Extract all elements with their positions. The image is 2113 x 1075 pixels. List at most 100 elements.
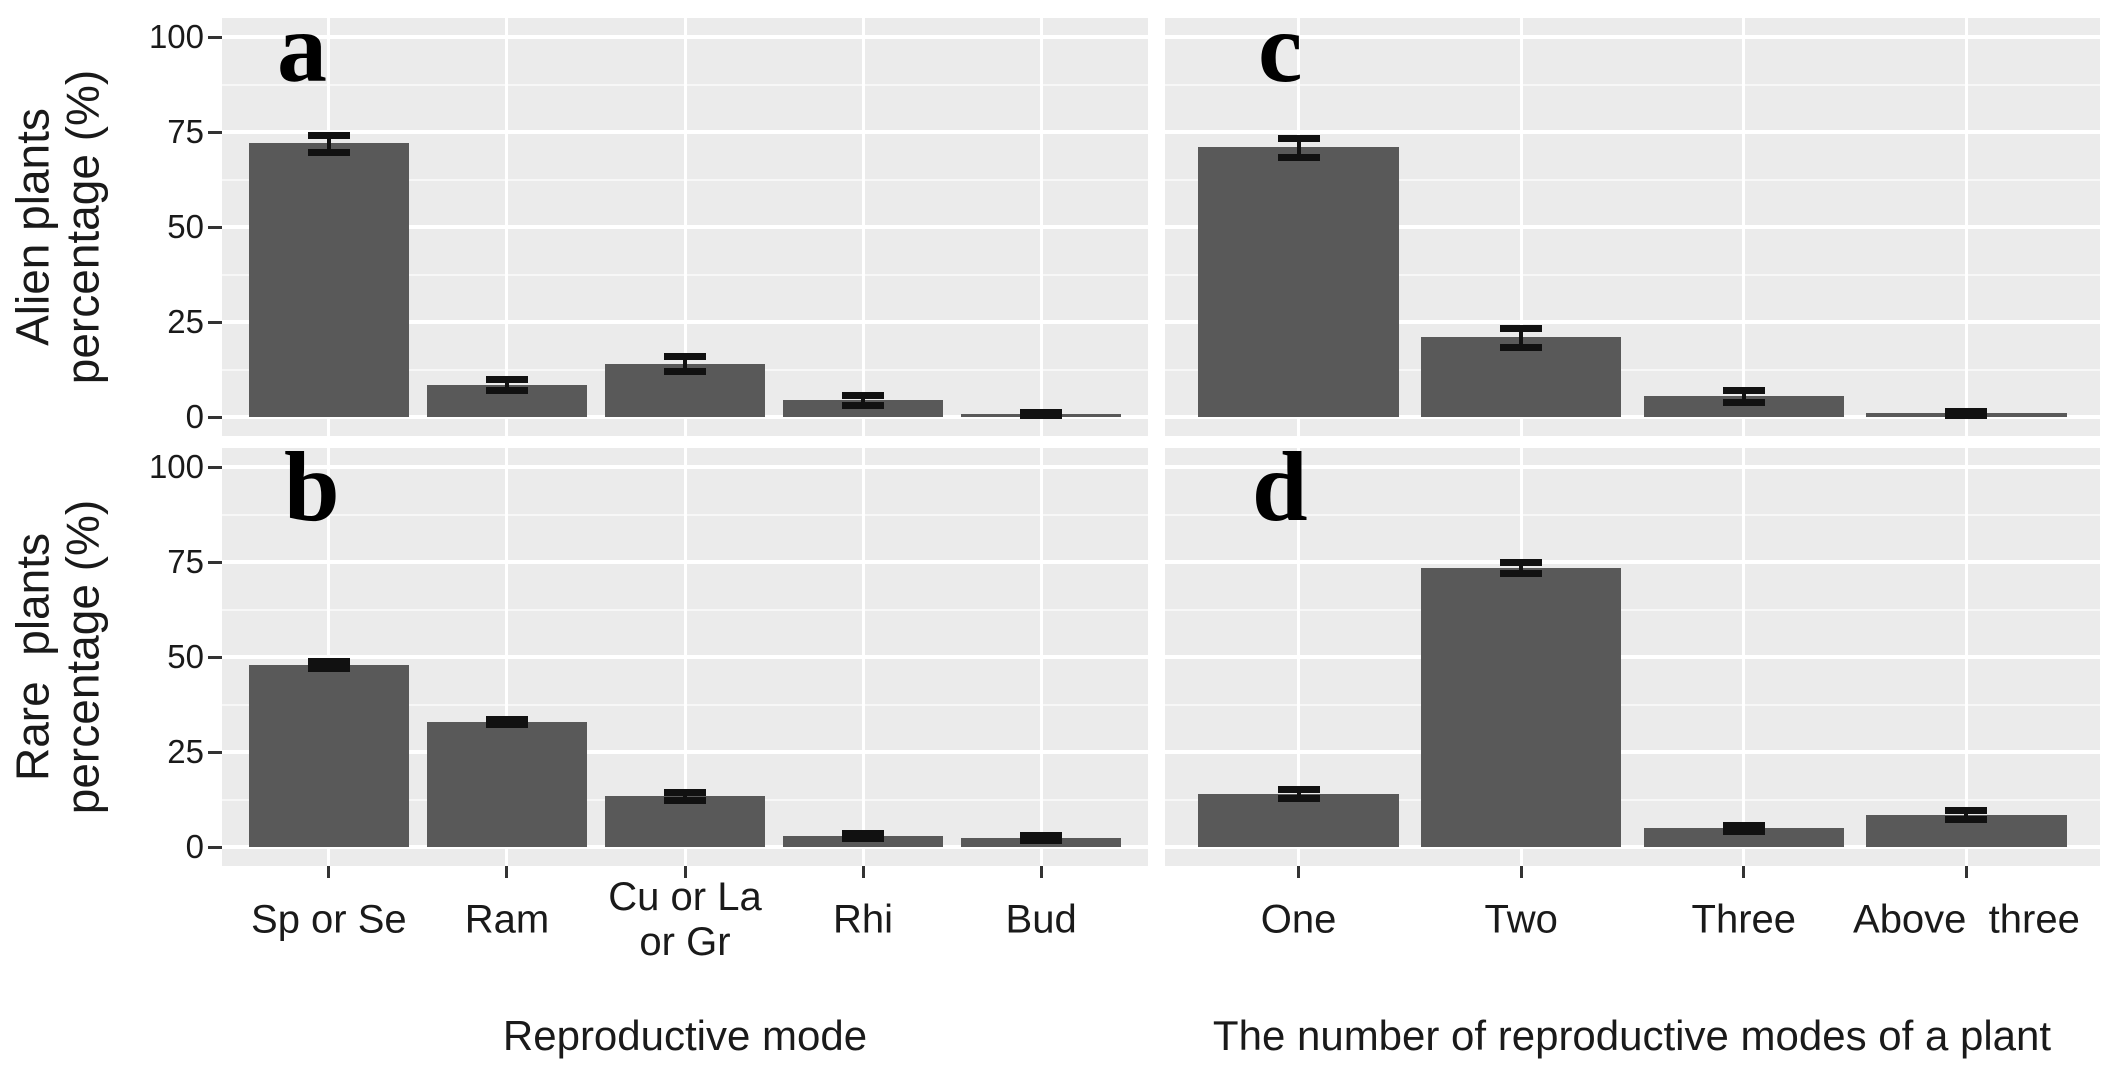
x-axis-tick [1039, 866, 1043, 878]
bar-c-3 [1643, 396, 1844, 417]
error-bar-stem [326, 135, 331, 152]
bar-b-3 [604, 795, 766, 847]
x-axis-tick [1297, 866, 1301, 878]
y-axis-title-rare-plants: Rare plants percentage (%) [6, 499, 108, 815]
y-axis-tick [208, 415, 222, 419]
error-bar-cap-bottom [1277, 795, 1320, 803]
gridline-vertical [1742, 448, 1746, 866]
error-bar-cap-bottom [1500, 343, 1543, 351]
gridline-minor [1165, 703, 2100, 706]
error-bar-cap-top [1945, 408, 1988, 416]
error-bar-cap-bottom [842, 834, 885, 842]
error-bar-cap-top [485, 376, 528, 383]
y-tick-label-50: 50 [167, 638, 204, 675]
error-bar-cap-top [664, 788, 706, 796]
gridline-minor [1165, 368, 2100, 371]
error-bar-stem [1519, 562, 1524, 574]
y-axis-tick [208, 560, 222, 564]
x-tick-label-rhi: Rhi [833, 897, 894, 942]
x-axis-title-number-of-modes: The number of reproductive modes of a pl… [1212, 1012, 2052, 1059]
gridline-major [1165, 320, 2100, 324]
x-tick-label-sp-or-se: Sp or Se [251, 897, 407, 942]
error-bar-cap-bottom [1722, 828, 1765, 836]
y-tick-label-0: 0 [185, 398, 204, 435]
gridline-vertical [683, 448, 687, 866]
error-bar-stem [861, 394, 866, 405]
error-bar-cap-top [1277, 134, 1320, 142]
error-bar-cap-bottom [664, 796, 706, 804]
y-axis-tick [208, 465, 222, 469]
gridline-vertical [1742, 18, 1746, 436]
y-axis-tick [208, 655, 222, 659]
panel-letter-b: b [284, 431, 340, 542]
bar-d-3 [1643, 828, 1844, 847]
gridline-vertical [1519, 18, 1523, 436]
y-axis-tick [208, 225, 222, 229]
error-bar-stem [1296, 789, 1301, 799]
x-axis-tick [1742, 866, 1746, 878]
error-bar-cap-bottom [1020, 412, 1063, 420]
error-bar-stem [1296, 137, 1301, 157]
gridline-minor [1165, 608, 2100, 611]
error-bar-stem [1741, 390, 1746, 402]
bar-d-1 [1198, 793, 1399, 847]
error-bar-cap-top [1020, 832, 1063, 840]
error-bar-cap-bottom [1277, 153, 1320, 161]
bar-b-2 [426, 721, 588, 847]
x-tick-label-bud: Bud [1005, 897, 1077, 942]
error-bar-cap-top [307, 657, 350, 665]
gridline-major [1165, 415, 2100, 419]
gridline-major [1165, 130, 2100, 134]
gridline-vertical [1039, 18, 1043, 436]
error-bar-cap-bottom [1722, 398, 1765, 406]
error-bar-stem [1964, 810, 1969, 820]
error-bar-cap-bottom [1020, 836, 1063, 844]
error-bar-cap-bottom [664, 368, 706, 376]
x-tick-label-ram: Ram [464, 897, 550, 942]
error-bar-cap-bottom [307, 665, 350, 673]
x-tick-label-one: One [1260, 897, 1337, 942]
y-axis-title-alien-plants: Alien plants percentage (%) [6, 69, 108, 385]
error-bar-cap-bottom [1500, 570, 1543, 578]
gridline-minor [1165, 83, 2100, 86]
y-tick-label-0: 0 [185, 828, 204, 865]
gridline-vertical [505, 18, 509, 436]
gridline-vertical [1964, 18, 1968, 436]
gridline-minor [1165, 513, 2100, 516]
panel-letter-a: a [277, 0, 327, 103]
x-axis-tick [327, 866, 331, 878]
error-bar-cap-top [485, 715, 528, 723]
x-axis-tick [861, 866, 865, 878]
x-axis-tick [505, 866, 509, 878]
error-bar-cap-top [1277, 786, 1320, 794]
error-bar-stem [504, 379, 509, 391]
error-bar-cap-bottom [485, 721, 528, 729]
y-axis-tick [208, 130, 222, 134]
gridline-vertical [861, 18, 865, 436]
gridline-minor [1165, 178, 2100, 181]
gridline-vertical [1039, 448, 1043, 866]
y-tick-label-75: 75 [167, 543, 204, 580]
error-bar-cap-bottom [307, 148, 350, 156]
gridline-major [1165, 845, 2100, 849]
error-bar-cap-top [1722, 821, 1765, 829]
y-tick-label-75: 75 [167, 113, 204, 150]
bar-d-2 [1421, 567, 1622, 847]
bar-c-1 [1198, 147, 1399, 417]
x-axis-tick [683, 866, 687, 878]
error-bar-cap-top [307, 132, 350, 140]
y-tick-label-25: 25 [167, 733, 204, 770]
y-tick-label-50: 50 [167, 208, 204, 245]
gridline-vertical [327, 448, 331, 866]
error-bar-cap-top [1722, 387, 1765, 395]
y-tick-label-100: 100 [148, 448, 204, 485]
x-axis-title-reproductive-mode: Reproductive mode [502, 1012, 868, 1059]
gridline-vertical [505, 448, 509, 866]
error-bar-stem [683, 356, 687, 372]
x-tick-label-three: Three [1691, 897, 1797, 942]
y-axis-tick [208, 320, 222, 324]
gridline-major [1165, 655, 2100, 659]
gridline-vertical [1297, 448, 1301, 866]
gridline-major [1165, 750, 2100, 754]
